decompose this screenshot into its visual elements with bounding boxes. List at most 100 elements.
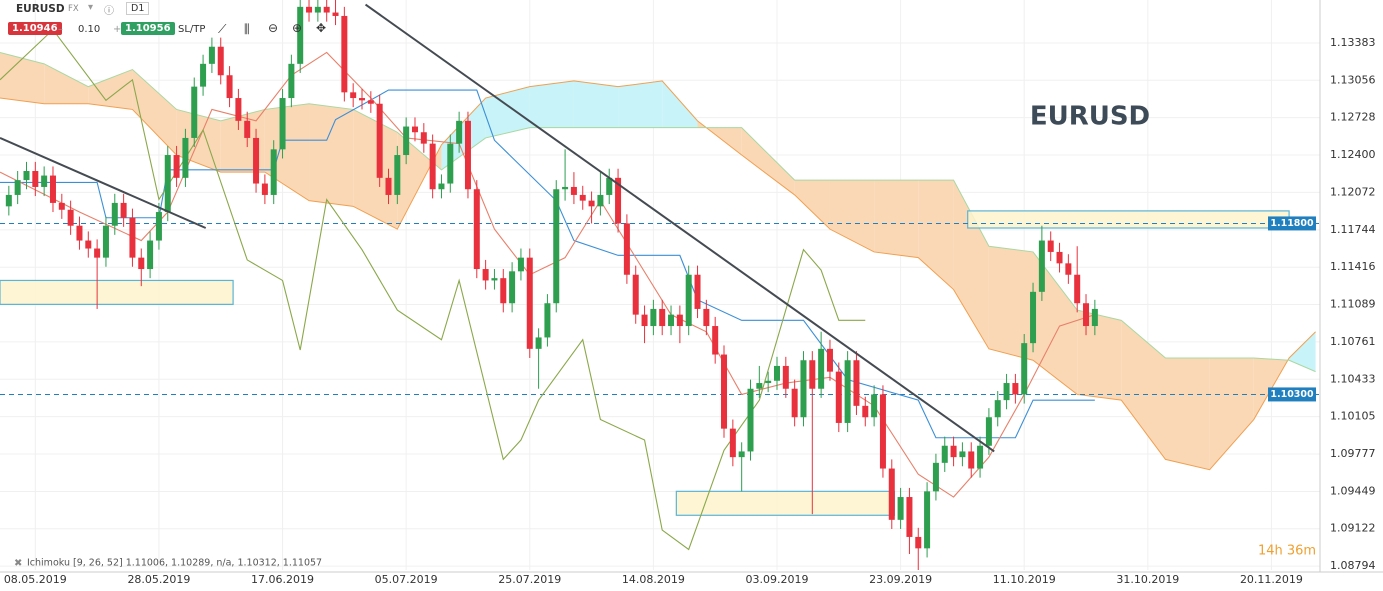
cloud-segment xyxy=(1121,320,1166,460)
candle-body xyxy=(217,46,224,76)
cloud-segment xyxy=(741,127,795,195)
cloud-segment xyxy=(1077,310,1122,401)
y-tick-label: 1.09122 xyxy=(1330,522,1376,535)
x-tick-label: 08.05.2019 xyxy=(4,573,67,586)
volume-minus[interactable]: – xyxy=(58,24,63,35)
candle-body xyxy=(403,126,410,156)
candle-body xyxy=(394,155,401,195)
candle-body xyxy=(588,200,595,207)
candle-body xyxy=(1083,303,1090,327)
candle-body xyxy=(253,137,260,184)
cloud-segment xyxy=(1209,357,1254,470)
zone xyxy=(967,210,1290,229)
candle-body xyxy=(482,269,489,281)
cloud-segment xyxy=(397,132,442,230)
move-tool[interactable]: ✥ xyxy=(316,21,327,35)
candle-body xyxy=(950,445,957,458)
candle-body xyxy=(968,451,975,469)
candle-body xyxy=(994,400,1001,418)
chart-type[interactable]: ⫼ xyxy=(244,22,250,36)
y-tick-label: 1.11089 xyxy=(1330,297,1376,310)
candle-body xyxy=(244,120,251,138)
candle-body xyxy=(297,6,304,64)
x-tick-label: 23.09.2019 xyxy=(869,573,932,586)
x-tick-label: 14.08.2019 xyxy=(622,573,685,586)
candle-body xyxy=(49,175,56,203)
candle-body xyxy=(367,100,374,104)
x-tick-label: 17.06.2019 xyxy=(251,573,314,586)
candle-body xyxy=(58,202,65,210)
candle-body xyxy=(76,225,83,241)
candle-body xyxy=(191,86,198,138)
cloud-segment xyxy=(918,180,954,290)
cloud-segment xyxy=(1165,357,1210,470)
candle-body xyxy=(332,12,339,16)
candle-body xyxy=(826,348,833,372)
countdown: 14h 36m xyxy=(1258,544,1316,559)
candle-body xyxy=(288,63,295,99)
candle-body xyxy=(164,155,171,213)
candle-body xyxy=(747,388,754,452)
candle-body xyxy=(350,92,357,99)
sl-tp[interactable]: SL/TP xyxy=(178,24,206,35)
timeframe[interactable]: D1 xyxy=(126,2,150,15)
x-tick-label: 05.07.2019 xyxy=(375,573,438,586)
y-tick-label: 1.11416 xyxy=(1330,260,1376,273)
candle-body xyxy=(853,360,860,406)
candle-body xyxy=(606,177,613,195)
candle-body xyxy=(1065,263,1072,275)
candle-body xyxy=(835,371,842,423)
cloud-segment xyxy=(573,80,619,128)
dropdown-icon[interactable]: ▾ xyxy=(88,2,94,13)
candle-body xyxy=(694,274,701,309)
y-tick-label: 1.10433 xyxy=(1330,372,1376,385)
plot-area xyxy=(0,0,1320,570)
symbol[interactable]: EURUSD xyxy=(16,3,65,15)
volume[interactable]: 0.10 xyxy=(78,24,101,35)
zoom-in[interactable]: ⊕ xyxy=(292,21,303,35)
candle-body xyxy=(924,491,931,549)
candle-body xyxy=(279,98,286,150)
candle-body xyxy=(773,365,780,381)
candle-body xyxy=(1091,308,1098,327)
candle-body xyxy=(597,194,604,207)
x-tick-label: 20.11.2019 xyxy=(1240,573,1303,586)
candle-body xyxy=(270,149,277,195)
candle-body xyxy=(447,143,454,184)
candle-body xyxy=(32,171,39,187)
candle-body xyxy=(94,248,101,258)
candle-body xyxy=(155,212,162,241)
candle-body xyxy=(120,202,127,218)
level-label: 1.11800 xyxy=(1270,218,1314,229)
candle-body xyxy=(306,6,313,13)
line-tool[interactable]: ⟋ xyxy=(218,22,227,36)
candle-body xyxy=(1021,343,1028,395)
candle-body xyxy=(1056,251,1063,264)
cloud-edge xyxy=(0,80,1316,471)
cloud-segment xyxy=(485,86,530,138)
candle-body xyxy=(517,257,524,272)
info-icon[interactable]: ⓘ xyxy=(104,6,114,17)
bid-button[interactable]: 1.10946 xyxy=(8,22,62,35)
candle-body xyxy=(879,394,886,469)
zoom-out[interactable]: ⊖ xyxy=(268,21,279,35)
candle-body xyxy=(509,271,516,304)
cloud-segment xyxy=(132,69,177,156)
y-tick-label: 1.12072 xyxy=(1330,185,1376,198)
candle-body xyxy=(147,240,154,270)
cloud-segment xyxy=(0,52,45,104)
candle-body xyxy=(85,240,92,249)
indicator-close-icon[interactable]: ✖ xyxy=(14,558,22,569)
market: FX xyxy=(68,4,79,14)
ask-button[interactable]: 1.10956 xyxy=(121,22,175,35)
candle-body xyxy=(668,314,675,327)
volume-plus[interactable]: + xyxy=(113,24,122,35)
candle-body xyxy=(1012,383,1019,395)
x-tick-label: 03.09.2019 xyxy=(745,573,808,586)
cloud-segment xyxy=(309,103,354,207)
candle-body xyxy=(809,360,816,389)
candle-body xyxy=(341,15,348,93)
candle-body xyxy=(685,274,692,327)
candle-body xyxy=(888,468,895,520)
x-tick-label: 11.10.2019 xyxy=(993,573,1056,586)
